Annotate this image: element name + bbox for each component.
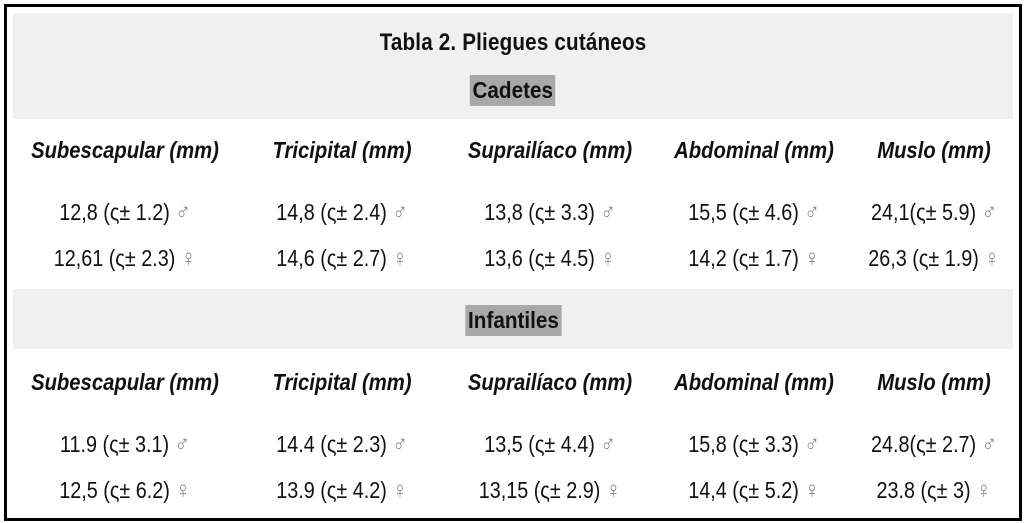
table-cell: 14,8 (ς± 2.4) ♂: [276, 199, 408, 226]
column-header: Abdominal (mm): [674, 137, 834, 163]
table-row-male: 11.9 (ς± 3.1) ♂ 14.4 (ς± 2.3) ♂ 13,5 (ς±…: [13, 431, 1013, 459]
column-header: Muslo (mm): [877, 369, 991, 395]
column-header: Tricipital (mm): [272, 137, 412, 163]
table-cell: 13.9 (ς± 4.2) ♀: [276, 477, 408, 504]
table-cell: 24,1(ς± 5.9) ♂: [870, 199, 998, 226]
table-cell: 12,8 (ς± 1.2) ♂: [59, 199, 191, 226]
table-cell: 13,6 (ς± 4.5) ♀: [484, 245, 616, 272]
table-cell: 24.8(ς± 2.7) ♂: [870, 431, 998, 458]
column-header: Tricipital (mm): [272, 369, 412, 395]
column-header: Abdominal (mm): [674, 369, 834, 395]
male-icon: ♂: [392, 431, 408, 458]
female-icon: ♀: [605, 477, 622, 504]
table-row-female: 12,61 (ς± 2.3) ♀ 14,6 (ς± 2.7) ♀ 13,6 (ς…: [13, 245, 1013, 273]
column-header: Suprailíaco (mm): [467, 137, 633, 163]
table-cell: 11.9 (ς± 3.1) ♂: [59, 431, 191, 458]
female-icon: ♀: [392, 245, 408, 272]
female-icon: ♀: [180, 245, 197, 272]
male-icon: ♂: [600, 431, 616, 458]
male-icon: ♂: [981, 431, 998, 458]
column-header: Muslo (mm): [877, 137, 991, 163]
table-cell: 13,15 (ς± 2.9) ♀: [478, 477, 622, 504]
column-header: Suprailíaco (mm): [467, 369, 633, 395]
male-icon: ♂: [175, 199, 191, 226]
female-icon: ♀: [175, 477, 191, 504]
male-icon: ♂: [804, 431, 820, 458]
header-row: Subescapular (mm) Tricipital (mm) Suprai…: [13, 137, 1013, 164]
table-cell: 14,6 (ς± 2.7) ♀: [276, 245, 408, 272]
section-label: Cadetes: [470, 75, 556, 106]
table-cell: 23.8 (ς± 3) ♀: [876, 477, 992, 504]
male-icon: ♂: [392, 199, 408, 226]
female-icon: ♀: [392, 477, 408, 504]
table-cell: 14,2 (ς± 1.7) ♀: [688, 245, 820, 272]
table-title: Tabla 2. Pliegues cutáneos: [379, 29, 647, 56]
female-icon: ♀: [976, 477, 992, 504]
table-cell: 14.4 (ς± 2.3) ♂: [276, 431, 408, 458]
female-icon: ♀: [600, 245, 616, 272]
section-label: Infantiles: [464, 305, 562, 336]
section-label-infantiles: Infantiles: [7, 305, 1019, 336]
column-header: Subescapular (mm): [31, 137, 219, 163]
table-cell: 15,8 (ς± 3.3) ♂: [688, 431, 820, 458]
table-cell: 15,5 (ς± 4.6) ♂: [688, 199, 820, 226]
female-icon: ♀: [804, 477, 820, 504]
female-icon: ♀: [804, 245, 820, 272]
table-cell: 12,5 (ς± 6.2) ♀: [59, 477, 191, 504]
header-row: Subescapular (mm) Tricipital (mm) Suprai…: [13, 369, 1013, 396]
male-icon: ♂: [174, 431, 191, 458]
table-row-male: 12,8 (ς± 1.2) ♂ 14,8 (ς± 2.4) ♂ 13,8 (ς±…: [13, 199, 1013, 227]
section-label-cadetes: Cadetes: [7, 75, 1019, 106]
table-row-female: 12,5 (ς± 6.2) ♀ 13.9 (ς± 4.2) ♀ 13,15 (ς…: [13, 477, 1013, 505]
table-cell: 12,61 (ς± 2.3) ♀: [53, 245, 197, 272]
male-icon: ♂: [804, 199, 820, 226]
column-header: Subescapular (mm): [31, 369, 219, 395]
male-icon: ♂: [600, 199, 616, 226]
table-cell: 14,4 (ς± 5.2) ♀: [688, 477, 820, 504]
female-icon: ♀: [984, 245, 1000, 272]
table-cell: 13,5 (ς± 4.4) ♂: [484, 431, 616, 458]
table-cell: 26,3 (ς± 1.9) ♀: [868, 245, 1000, 272]
male-icon: ♂: [981, 199, 998, 226]
table-cell: 13,8 (ς± 3.3) ♂: [484, 199, 616, 226]
table-frame: Tabla 2. Pliegues cutáneos Cadetes Subes…: [4, 4, 1022, 521]
